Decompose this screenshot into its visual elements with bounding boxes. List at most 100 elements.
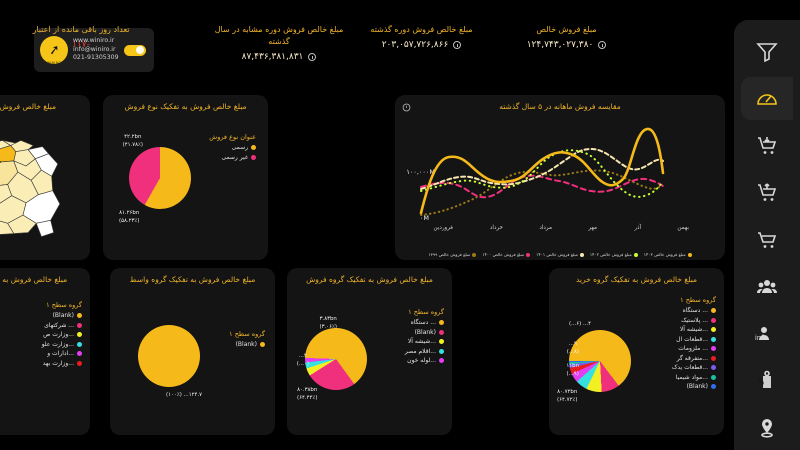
pie-percent: (۶۴.۷۲٪)	[557, 396, 578, 403]
legend-swatch	[77, 332, 82, 337]
pie-value: ۱۱bn	[566, 363, 579, 369]
y-axis-top-label: ۱۰۰,۰۰۰M	[406, 168, 435, 176]
sidebar-item-sales[interactable]	[741, 218, 793, 261]
legend-item[interactable]: رسمی	[200, 144, 256, 151]
header: ➚ WINIRO www.winiro.ir info@winiro.ir 02…	[0, 20, 734, 88]
legend-label: ...قطعات ال	[676, 335, 708, 343]
intermediary-pie[interactable]: ۱۲۴.۷... (۱۰۰٪)	[138, 325, 202, 398]
legend-item[interactable]: مبلغ فروش خالص ۱۴۰۳	[644, 252, 692, 257]
legend-item[interactable]: ...وزارت بهد	[24, 360, 82, 367]
legend-item[interactable]: ...قطعات ال	[660, 336, 716, 343]
legend-item[interactable]: ...وزارت ص	[24, 331, 82, 338]
sale-type-legend: عنوان نوع فروش رسمی غیر رسمی	[200, 133, 256, 163]
info-icon[interactable]	[402, 103, 411, 112]
gauge-icon	[757, 93, 777, 105]
legend-label: (Blank)	[686, 383, 708, 390]
legend-swatch	[711, 374, 716, 380]
brand-phone: 021-91305309	[73, 54, 119, 62]
pie-slice-label: ۲... (۰...)	[297, 352, 309, 368]
sidebar-item-customers[interactable]	[741, 266, 793, 309]
legend-item[interactable]: ...شیشه آلا	[660, 326, 716, 333]
legend-item[interactable]: (Blank)	[24, 312, 82, 319]
sidebar-item-dashboard[interactable]	[741, 77, 793, 121]
legend-swatch	[77, 360, 82, 366]
pie-value: ۸۱.۲۶bn	[119, 209, 140, 216]
purchase-group-pie[interactable]: ۴... (۶...) ۹... (۸...) ۱۱bn (۹...) ۸۰.۷…	[557, 321, 631, 403]
legend-title: گروه سطح ۱	[680, 296, 716, 304]
sidebar-item-purchase[interactable]	[741, 124, 793, 167]
brand-toggle[interactable]	[123, 44, 146, 56]
map-container[interactable]	[0, 117, 90, 256]
kpi-title: مبلغ فروش خالص	[536, 25, 597, 34]
sidebar-item-returns[interactable]	[741, 171, 793, 214]
legend-swatch	[439, 320, 444, 325]
x-tick-label: بهمن	[677, 225, 689, 231]
pie-slice-label: ۴... (۶...)	[569, 320, 591, 328]
legend-label: مبلغ فروش خالص ۱۴۰۳	[643, 252, 686, 257]
legend-item[interactable]: (Blank)	[390, 329, 444, 336]
legend-label: ... پلاستیک	[681, 316, 708, 324]
pie-slice-label: ۸۰.۷۴bn (۶۴.۷۲٪)	[557, 388, 577, 404]
kpi-net-sales: مبلغ فروش خالص ۱۲۴,۷۴۳,۰۲۷,۳۸۰	[499, 24, 634, 50]
panel-title: مبلغ خالص فروش به تفکیک گروه فروش	[306, 275, 433, 284]
panel-monthly-comparison[interactable]: مقایسه فروش ماهانه در ۵ سال گذشته ۱۰۰,۰۰…	[395, 95, 725, 260]
legend-label: ... دستگاه	[682, 307, 708, 314]
panel-sales-by-sales-group[interactable]: مبلغ خالص فروش به تفکیک گروه فروش گروه س…	[287, 268, 452, 435]
legend-swatch	[711, 308, 716, 313]
panel-title: مبلغ خالص فروش به تفکیک نوع فروش	[124, 102, 247, 111]
pie-graphic	[569, 330, 631, 392]
legend-item[interactable]: مبلغ فروش خالص ۱۳۹۹	[428, 252, 477, 257]
legend-item[interactable]: ... پلاستیک	[660, 317, 716, 324]
legend-item[interactable]: مبلغ فروش خالص ۱۴۰۲	[590, 252, 638, 257]
brand-email[interactable]: info@winiro.ir	[73, 45, 116, 53]
legend-item[interactable]: ... دستگاه	[390, 319, 444, 326]
sales-group-pie[interactable]: ۳.۸۳bn (۳.۰۶٪) ۲... (۰...) ۸۰.۳۸bn (۶۴.۴…	[297, 316, 367, 401]
pie-value: ۴۲.۲bn	[124, 134, 142, 140]
pie-value: ۳.۸۳bn	[319, 316, 337, 322]
legend-item[interactable]: ...قطعات یدک	[660, 364, 716, 371]
legend-item[interactable]: ...اقلام مصر	[390, 348, 444, 355]
legend-label: مبلغ فروش خالص ۱۳۹۹	[428, 252, 471, 257]
panel-sales-by-sale-type[interactable]: مبلغ خالص فروش به تفکیک نوع فروش عنوان ن…	[103, 95, 268, 260]
pie-percent: (۶...)	[568, 321, 582, 327]
panel-sales-by-purchase-group[interactable]: مبلغ خالص فروش به تفکیک گروه خرید گروه س…	[549, 268, 724, 435]
panel-sales-by-intermediary-group[interactable]: مبلغ خالص فروش به تفکیک گروه واسط گروه س…	[110, 268, 275, 435]
legend-swatch	[579, 252, 584, 257]
legend-item[interactable]: ...متفرقه گر	[660, 355, 716, 362]
panel-sales-by-customer-group[interactable]: مبلغ خالص فروش به تفکیک گروه مشتری گروه …	[0, 268, 90, 435]
legend-item[interactable]: مبلغ فروش خالص ۱۴۰۱	[536, 252, 584, 257]
sales-group-legend: گروه سطح ۱ ... دستگاه (Blank) ...شیشه آل…	[390, 308, 444, 367]
legend-item[interactable]: مبلغ فروش خالص ۱۴۰۰	[482, 252, 531, 257]
legend-swatch	[711, 317, 716, 323]
legend-item[interactable]: ... شرکتهای	[24, 322, 82, 329]
pie-percent: (۴۱.۷۸٪)	[122, 142, 143, 149]
line-chart-legend: مبلغ فروش خالص ۱۴۰۳ مبلغ فروش خالص ۱۴۰۲ …	[401, 252, 719, 257]
legend-item[interactable]: غیر رسمی	[200, 154, 256, 161]
legend-item[interactable]: (Blank)	[215, 341, 265, 348]
sidebar-item-filter[interactable]	[741, 30, 793, 73]
legend-label: ... شرکتهای	[44, 321, 74, 329]
legend-item[interactable]: ...شیشه آلا	[390, 338, 444, 345]
pie-value: ۹...	[568, 341, 577, 347]
clock-icon	[453, 41, 462, 49]
sale-type-pie[interactable]: ۴۲.۲bn (۴۱.۷۸٪) ۸۱.۲۶bn (۵۸.۲۳٪)	[119, 134, 191, 224]
brand-website[interactable]: www.winiro.ir	[73, 36, 115, 44]
legend-item[interactable]: ...مواد شیمیا	[660, 374, 716, 381]
sidebar-item-location[interactable]	[741, 407, 793, 450]
sidebar-item-profile-info[interactable]: info	[741, 313, 793, 356]
pie-slice-label: ۸۱.۲۶bn (۵۸.۲۳٪)	[119, 209, 139, 225]
legend-item[interactable]: ...ادارات و	[24, 350, 82, 357]
legend-label: ...مواد شیمیا	[675, 373, 708, 381]
pie-percent: (۰...)	[296, 361, 309, 368]
legend-item[interactable]: ... دستگاه	[660, 307, 716, 314]
panel-sales-by-province[interactable]: مبلغ خالص فروش به تفکیک استان	[0, 95, 90, 260]
clock-icon	[308, 53, 317, 61]
legend-item[interactable]: (Blank)	[660, 383, 716, 390]
sidebar-item-discount[interactable]: %	[741, 360, 793, 403]
x-tick-label: مرداد	[539, 225, 552, 231]
legend-item[interactable]: ... ملزومات	[660, 345, 716, 352]
legend-title: گروه سطح ۱	[229, 330, 265, 338]
pie-slice-label: ۹... (۸...)	[567, 340, 579, 356]
legend-item[interactable]: ...وزارت علو	[24, 341, 82, 348]
legend-item[interactable]: ...لوله خون	[390, 357, 444, 364]
